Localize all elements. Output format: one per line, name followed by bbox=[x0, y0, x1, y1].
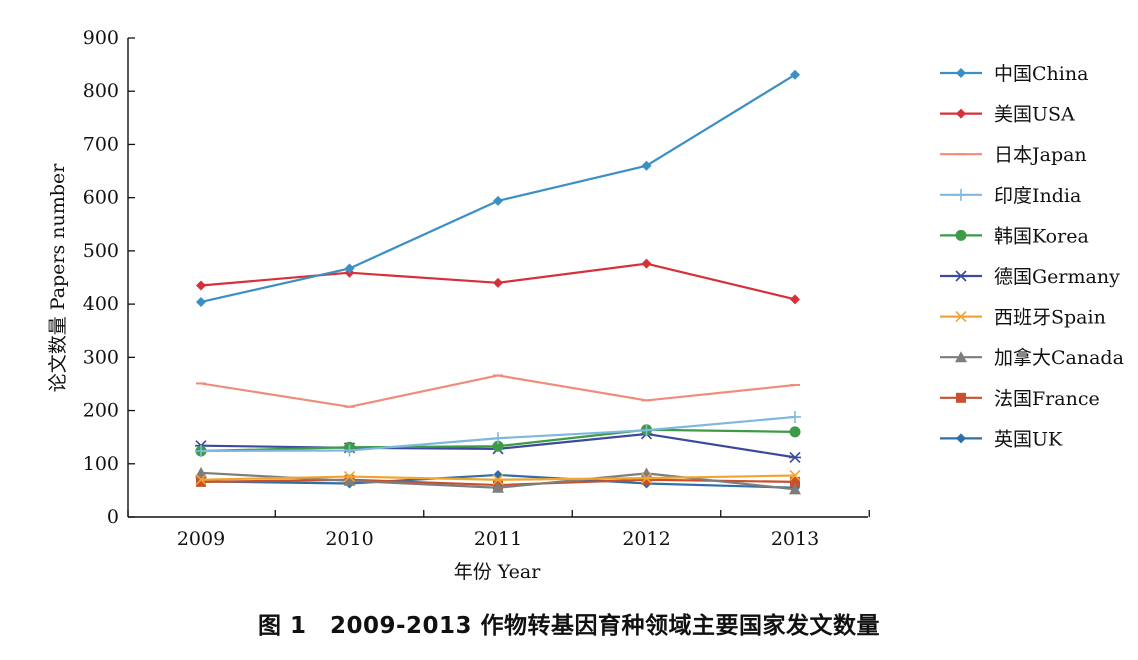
data-point bbox=[790, 476, 800, 487]
x-tick-label: 2013 bbox=[771, 528, 819, 550]
series-line bbox=[200, 374, 796, 408]
data-point bbox=[344, 263, 355, 274]
y-tick-label: 400 bbox=[83, 293, 119, 315]
data-point bbox=[640, 424, 653, 437]
x-ticks: 2009 2010 2011 2012 2013 bbox=[127, 510, 870, 550]
data-point bbox=[641, 258, 652, 269]
legend-marker bbox=[956, 433, 966, 444]
series-3 bbox=[195, 410, 801, 458]
legend-marker bbox=[955, 229, 967, 241]
legend-item: 德国Germany bbox=[940, 266, 1120, 288]
legend-item: 西班牙Spain bbox=[940, 307, 1106, 329]
x-tick-label: 2010 bbox=[325, 528, 373, 550]
data-point bbox=[790, 294, 800, 305]
x-tick-label: 2009 bbox=[177, 528, 225, 550]
legend-label: 德国Germany bbox=[994, 266, 1120, 288]
series-6 bbox=[195, 469, 801, 486]
y-tick-label: 900 bbox=[83, 27, 119, 49]
legend-item: 韩国Korea bbox=[940, 225, 1089, 247]
series-line bbox=[200, 73, 796, 304]
data-point bbox=[343, 444, 356, 457]
legend-label: 英国UK bbox=[994, 428, 1063, 450]
data-point bbox=[195, 474, 207, 486]
line-chart: 0 100 200 300 400 500 600 700 800 900 2009 2010 201… bbox=[47, 27, 1124, 583]
y-tick-label: 600 bbox=[83, 187, 119, 209]
data-point bbox=[640, 472, 653, 484]
figure-caption: 图 1 2009-2013 作物转基因育种领域主要国家发文数量 bbox=[257, 613, 881, 639]
axes bbox=[127, 38, 868, 518]
data-point bbox=[789, 426, 801, 438]
series-0 bbox=[196, 69, 800, 307]
y-tick-label: 100 bbox=[83, 453, 119, 475]
data-point bbox=[492, 481, 504, 493]
y-axis-title: 论文数量 Papers number bbox=[47, 163, 69, 392]
data-point bbox=[493, 277, 503, 288]
data-point bbox=[641, 474, 652, 485]
legend-marker bbox=[956, 392, 966, 403]
legend-label: 法国France bbox=[994, 388, 1100, 410]
legend-marker bbox=[955, 270, 967, 282]
legend-item: 中国China bbox=[940, 63, 1088, 85]
series-1 bbox=[196, 258, 800, 305]
y-tick-label: 700 bbox=[83, 133, 119, 155]
data-point bbox=[641, 160, 652, 171]
legend-item: 日本Japan bbox=[940, 144, 1087, 166]
legend-label: 西班牙Spain bbox=[994, 307, 1106, 329]
legend-label: 韩国Korea bbox=[994, 225, 1089, 247]
data-point bbox=[789, 483, 801, 495]
x-tick-label: 2011 bbox=[474, 528, 522, 550]
x-axis-title: 年份 Year bbox=[454, 561, 542, 583]
x-tick-label: 2012 bbox=[622, 528, 670, 550]
legend-item: 美国USA bbox=[940, 104, 1075, 126]
legend-item: 印度India bbox=[940, 185, 1081, 207]
legend-marker bbox=[956, 68, 966, 78]
legend-item: 英国UK bbox=[940, 428, 1063, 450]
legend-item: 加拿大Canada bbox=[940, 346, 1124, 369]
data-point bbox=[195, 466, 207, 478]
legend-label: 中国China bbox=[994, 63, 1088, 85]
data-point bbox=[196, 476, 206, 487]
data-point bbox=[493, 469, 503, 480]
data-point bbox=[492, 432, 504, 445]
data-point bbox=[196, 280, 206, 291]
series-group bbox=[195, 69, 801, 495]
y-tick-label: 200 bbox=[83, 400, 119, 422]
series-2 bbox=[196, 374, 800, 408]
legend: 中国China 美国USA 日本Japan 印度India 韩国Korea 德国Germa… bbox=[940, 63, 1124, 450]
legend-label: 加拿大Canada bbox=[994, 346, 1124, 369]
data-point bbox=[790, 69, 800, 80]
data-point bbox=[343, 470, 356, 483]
data-point bbox=[493, 195, 503, 206]
y-tick-label: 300 bbox=[83, 346, 119, 368]
legend-marker bbox=[956, 108, 966, 119]
data-point bbox=[492, 440, 504, 452]
legend-marker bbox=[955, 351, 967, 363]
data-point bbox=[343, 474, 356, 486]
data-point bbox=[789, 410, 801, 423]
data-point bbox=[789, 451, 801, 463]
legend-marker bbox=[955, 311, 967, 323]
data-point bbox=[195, 445, 207, 458]
legend-marker bbox=[955, 188, 967, 201]
y-tick-label: 800 bbox=[83, 80, 119, 102]
legend-label: 日本Japan bbox=[994, 144, 1087, 166]
data-point bbox=[492, 474, 504, 486]
y-tick-label: 500 bbox=[83, 240, 119, 262]
y-ticks: 0 100 200 300 400 500 600 700 800 900 bbox=[83, 27, 135, 528]
data-point bbox=[789, 469, 801, 482]
legend-item: 法国France bbox=[940, 388, 1100, 410]
y-tick-label: 0 bbox=[107, 506, 119, 528]
data-point bbox=[196, 296, 206, 307]
legend-label: 美国USA bbox=[994, 104, 1075, 126]
legend-label: 印度India bbox=[994, 185, 1081, 207]
